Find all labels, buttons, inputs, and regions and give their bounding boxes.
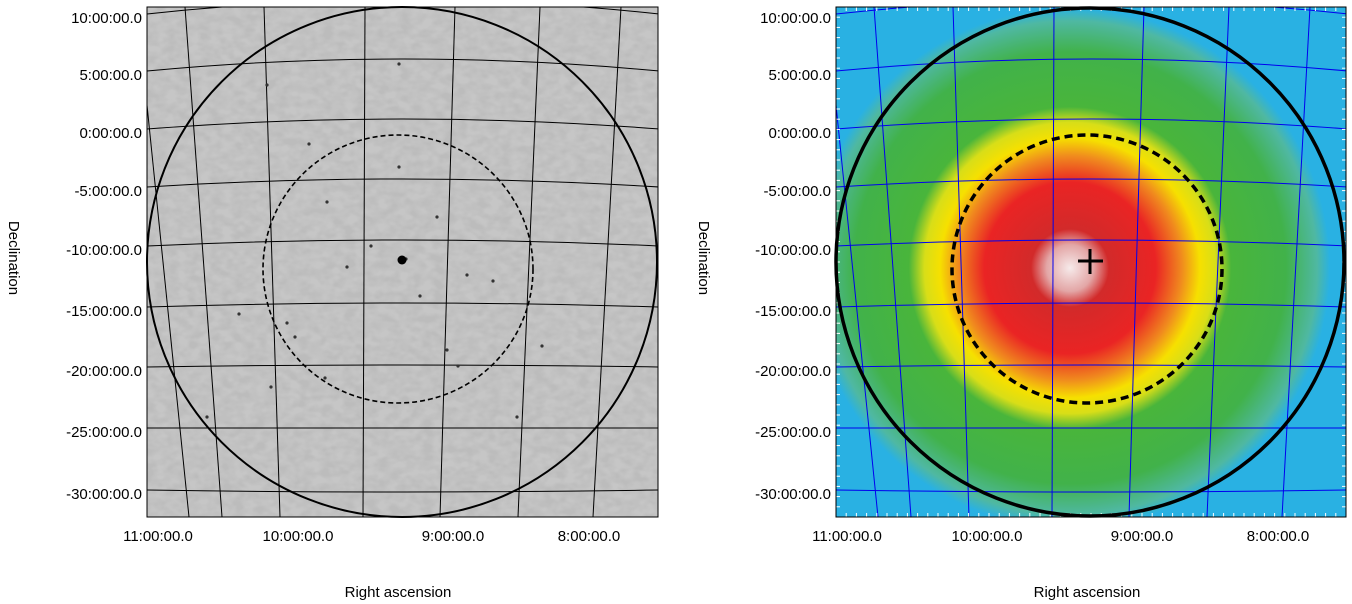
right-grid-parallel [836,118,1346,130]
left-y-tick-label: -10:00:00.0 [66,242,142,259]
left-coordinate-grid [147,7,658,517]
right-plot-frame [835,6,1347,518]
right-x-tick-label: 11:00:00.0 [812,528,882,545]
left-x-tick-label: 8:00:00.0 [558,528,621,545]
left-grid-meridian [362,7,366,517]
left-grid-meridian [263,7,281,517]
right-y-tick-label: -5:00:00.0 [763,183,831,200]
left-grid-meridian [147,100,190,517]
right-map-panel: 10:00:00.0 5:00:00.0 0:00:00.0 -5:00:00.0 -1… [695,6,1347,601]
left-point-source [435,215,439,219]
right-inner-dashed-circle [950,133,1224,405]
right-y-tick-label: -15:00:00.0 [755,303,831,320]
left-inner-dashed-circle [262,134,534,404]
right-x-tick-label: 8:00:00.0 [1247,528,1310,545]
right-grid-meridian [1051,7,1055,517]
left-grid-parallel [147,302,658,308]
left-y-axis-label: Declination [5,221,22,295]
right-cross-marker [1078,249,1103,274]
left-point-source [515,415,519,419]
left-y-tick-label: -30:00:00.0 [66,486,142,503]
right-x-tick-label: 10:00:00.0 [952,528,1023,545]
right-y-axis-label: Declination [695,221,712,295]
right-y-tick-label: 5:00:00.0 [768,67,831,84]
left-point-source [369,244,373,248]
right-grid-parallel [836,239,1346,247]
right-y-tick-label: -10:00:00.0 [755,242,831,259]
left-grid-meridian [439,7,456,517]
right-y-tick-label: -25:00:00.0 [755,424,831,441]
left-point-source [397,165,401,169]
right-y-tick-label: -20:00:00.0 [755,363,831,380]
left-point-source [345,265,349,269]
right-grid-meridian [1206,7,1230,517]
left-y-tick-label: -20:00:00.0 [66,363,142,380]
left-grid-meridian [517,7,541,517]
right-grid-meridian [836,100,879,517]
right-edge-minor-ticks [835,6,1347,518]
left-y-tick-label: -25:00:00.0 [66,424,142,441]
left-x-axis-label: Right ascension [345,584,452,601]
right-y-tick-label: 10:00:00.0 [760,10,831,27]
left-y-tick-label: 5:00:00.0 [79,67,142,84]
right-grid-parallel [836,364,1346,368]
left-x-tick-label: 9:00:00.0 [422,528,485,545]
right-grid-meridian [1128,7,1145,517]
right-grid-meridian [1281,7,1311,517]
right-grid-meridian [952,7,970,517]
left-point-source [205,415,209,419]
right-grid-parallel [836,178,1346,188]
right-x-tick-label: 9:00:00.0 [1111,528,1174,545]
left-point-source [307,142,311,146]
right-y-tick-label: 0:00:00.0 [768,125,831,142]
left-point-source [285,321,289,325]
left-point-source [418,294,422,298]
right-grid-parallel [836,489,1346,493]
left-grid-meridian [592,7,622,517]
left-y-tick-label: -5:00:00.0 [74,183,142,200]
left-point-source [293,335,297,339]
left-grid-parallel [147,178,658,188]
left-point-source [325,200,329,204]
left-y-tick-label: 0:00:00.0 [79,125,142,142]
left-point-source [323,376,327,380]
left-grid-parallel [147,58,658,72]
left-grid-parallel [147,239,658,247]
left-plot-frame [146,6,659,518]
left-point-source [491,279,495,283]
left-grid-parallel [147,118,658,130]
left-map-panel: 10:00:00.0 5:00:00.0 0:00:00.0 -5:00:00.0 -1… [5,6,659,601]
left-grid-meridian [184,7,223,517]
left-point-source [445,348,449,352]
right-x-axis-label: Right ascension [1034,584,1141,601]
left-center-source-marker [397,255,407,265]
left-point-source [465,273,469,277]
left-y-tick-label: -15:00:00.0 [66,303,142,320]
left-y-tick-label: 10:00:00.0 [71,10,142,27]
right-grid-parallel [836,58,1346,72]
left-point-source [397,62,401,66]
left-grid-parallel [147,489,658,493]
left-point-source [265,83,269,87]
left-point-source [540,344,544,348]
left-x-tick-label: 10:00:00.0 [263,528,334,545]
left-point-source [456,364,460,368]
right-grid-meridian [873,7,912,517]
left-point-source [237,312,241,316]
left-point-source [269,385,273,389]
right-grid-parallel [836,302,1346,308]
right-y-tick-label: -30:00:00.0 [755,486,831,503]
left-x-tick-label: 11:00:00.0 [123,528,193,545]
left-grid-parallel [147,364,658,368]
